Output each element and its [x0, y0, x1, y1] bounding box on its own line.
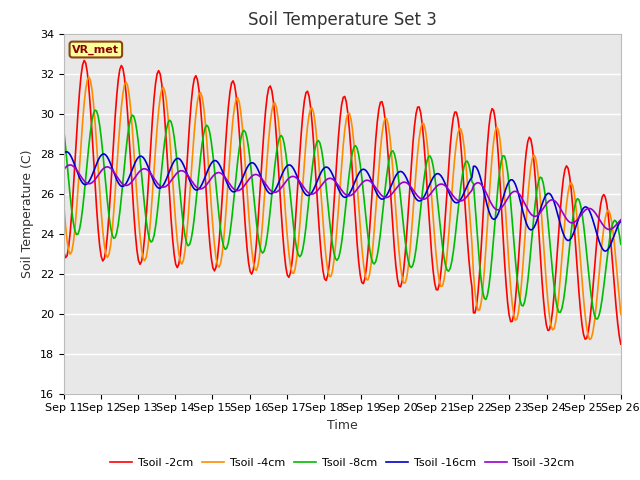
Tsoil -2cm	[617, 341, 625, 347]
Tsoil -16cm	[602, 248, 609, 254]
Tsoil -32cm	[60, 167, 68, 172]
Tsoil -4cm	[228, 132, 236, 138]
Tsoil -2cm	[246, 269, 254, 275]
Tsoil -2cm	[228, 80, 236, 86]
Tsoil -32cm	[255, 173, 263, 179]
Title: Soil Temperature Set 3: Soil Temperature Set 3	[248, 11, 437, 29]
Tsoil -32cm	[246, 175, 254, 181]
Line: Tsoil -8cm: Tsoil -8cm	[64, 110, 621, 319]
Tsoil -16cm	[63, 149, 71, 155]
Tsoil -32cm	[588, 206, 595, 212]
Tsoil -4cm	[589, 329, 596, 335]
Tsoil -32cm	[228, 184, 236, 190]
Y-axis label: Soil Temperature (C): Soil Temperature (C)	[22, 149, 35, 278]
Tsoil -8cm	[305, 195, 313, 201]
Tsoil -8cm	[246, 157, 254, 163]
Tsoil -8cm	[588, 294, 595, 300]
Tsoil -32cm	[617, 217, 625, 223]
Tsoil -2cm	[255, 198, 263, 204]
Tsoil -4cm	[60, 204, 68, 210]
Line: Tsoil -2cm: Tsoil -2cm	[64, 60, 621, 344]
Tsoil -32cm	[606, 227, 614, 232]
Tsoil -16cm	[588, 213, 595, 218]
Line: Tsoil -4cm: Tsoil -4cm	[64, 77, 621, 339]
Tsoil -16cm	[255, 170, 263, 176]
Tsoil -32cm	[67, 162, 74, 168]
Tsoil -32cm	[305, 191, 313, 196]
Tsoil -4cm	[617, 312, 625, 317]
Tsoil -4cm	[255, 253, 263, 259]
Tsoil -16cm	[617, 218, 625, 224]
Tsoil -2cm	[60, 250, 68, 255]
Tsoil -16cm	[305, 192, 313, 198]
Tsoil -2cm	[588, 303, 595, 309]
Tsoil -16cm	[60, 150, 68, 156]
Tsoil -4cm	[586, 336, 594, 342]
X-axis label: Time: Time	[327, 419, 358, 432]
Tsoil -16cm	[246, 161, 254, 167]
Line: Tsoil -32cm: Tsoil -32cm	[64, 165, 621, 229]
Tsoil -8cm	[130, 113, 138, 119]
Tsoil -2cm	[305, 93, 313, 99]
Text: VR_met: VR_met	[72, 44, 119, 55]
Tsoil -2cm	[81, 58, 88, 63]
Tsoil -32cm	[130, 176, 138, 182]
Tsoil -8cm	[594, 316, 602, 322]
Tsoil -8cm	[255, 241, 263, 247]
Tsoil -8cm	[60, 129, 68, 135]
Tsoil -4cm	[305, 112, 313, 118]
Tsoil -4cm	[246, 229, 254, 235]
Tsoil -4cm	[85, 74, 93, 80]
Tsoil -8cm	[228, 218, 236, 224]
Tsoil -4cm	[130, 147, 138, 153]
Legend: Tsoil -2cm, Tsoil -4cm, Tsoil -8cm, Tsoil -16cm, Tsoil -32cm: Tsoil -2cm, Tsoil -4cm, Tsoil -8cm, Tsoi…	[106, 453, 579, 472]
Tsoil -8cm	[617, 241, 625, 247]
Tsoil -16cm	[130, 163, 138, 168]
Tsoil -2cm	[130, 210, 138, 216]
Tsoil -16cm	[228, 188, 236, 194]
Tsoil -8cm	[91, 107, 99, 113]
Line: Tsoil -16cm: Tsoil -16cm	[64, 152, 621, 251]
